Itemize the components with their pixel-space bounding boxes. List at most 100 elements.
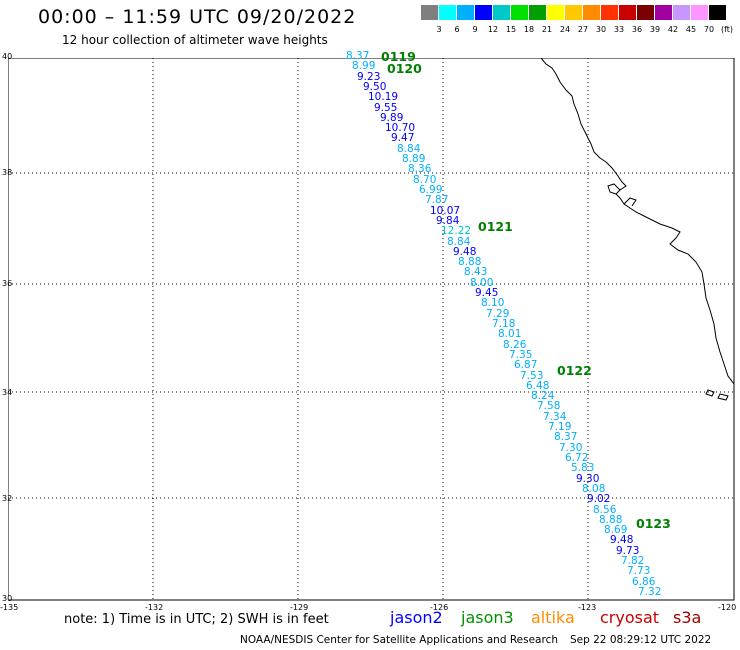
- latitude-label: 32: [2, 494, 13, 503]
- scale-label: (ft): [720, 25, 734, 34]
- longitude-label: -135: [0, 603, 19, 612]
- wave-height-value: 9.48: [610, 534, 634, 546]
- scale-swatch: [709, 5, 726, 20]
- wave-height-value: 8.89: [402, 153, 426, 165]
- scale-swatch: [439, 5, 456, 20]
- scale-label: 33: [613, 25, 625, 34]
- wave-height-value: 8.08: [582, 483, 606, 495]
- wave-height-value: 8.10: [481, 297, 505, 309]
- scale-swatch: [619, 5, 636, 20]
- scale-swatch: [601, 5, 618, 20]
- wave-height-value: 10.19: [368, 91, 399, 103]
- longitude-label: -123: [578, 603, 597, 612]
- wave-height-value: 8.00: [470, 277, 494, 289]
- wave-height-value: 12.22: [441, 225, 472, 237]
- graticule: [8, 58, 734, 600]
- wave-height-value: 9.73: [616, 545, 640, 557]
- wave-height-value: 8.37: [346, 50, 370, 62]
- scale-swatch: [457, 5, 474, 20]
- wave-height-value: 8.69: [604, 524, 628, 536]
- wave-height-value: 7.32: [638, 586, 662, 598]
- scale-label: 15: [505, 25, 517, 34]
- wave-height-value: 6.72: [565, 452, 589, 464]
- wave-height-value: 7.73: [627, 565, 651, 577]
- wave-height-value: 8.99: [352, 60, 376, 72]
- scale-swatch: [529, 5, 546, 20]
- wave-height-value: 8.26: [503, 339, 527, 351]
- wave-height-value: 7.19: [548, 421, 572, 433]
- wave-height-value: 8.36: [408, 163, 432, 175]
- latitude-label: 36: [2, 279, 13, 288]
- longitude-label: -126: [430, 603, 449, 612]
- wave-height-value: 8.88: [599, 514, 623, 526]
- wave-height-value: 7.35: [509, 349, 533, 361]
- scale-label: 45: [685, 25, 697, 34]
- scale-label: 9: [472, 25, 478, 34]
- wave-height-value: 7.87: [425, 194, 449, 206]
- scale-label: 12: [487, 25, 499, 34]
- wave-height-value: 7.53: [520, 370, 544, 382]
- scale-swatch: [691, 5, 708, 20]
- wave-height-value: 9.02: [587, 493, 611, 505]
- scale-swatch: [475, 5, 492, 20]
- scale-label: 21: [541, 25, 553, 34]
- scale-label: 70: [703, 25, 715, 34]
- wave-height-value: 9.23: [357, 71, 381, 83]
- wave-height-value: 7.18: [492, 318, 516, 330]
- scale-label: 18: [523, 25, 535, 34]
- scale-swatch: [673, 5, 690, 20]
- satellite-name: jason2: [390, 608, 443, 627]
- map-area: [8, 58, 735, 601]
- scale-swatch: [547, 5, 564, 20]
- scale-swatch: [583, 5, 600, 20]
- wave-height-value: 8.88: [458, 256, 482, 268]
- longitude-label: -129: [290, 603, 309, 612]
- wave-height-value: 8.37: [554, 431, 578, 443]
- wave-height-value: 9.45: [475, 287, 499, 299]
- wave-height-value: 9.55: [374, 102, 398, 114]
- pass-number-label: 0123: [636, 516, 671, 531]
- pass-number-label: 0121: [478, 219, 513, 234]
- satellite-name: jason3: [461, 608, 514, 627]
- scale-swatch: [421, 5, 438, 20]
- latitude-label: 34: [2, 388, 13, 397]
- map-subtitle: 12 hour collection of altimeter wave hei…: [62, 33, 328, 47]
- pass-number-label: 0119: [381, 49, 416, 64]
- wave-height-value: 6.87: [514, 359, 538, 371]
- pass-number-label: 0122: [557, 363, 592, 378]
- satellite-name: cryosat: [600, 608, 660, 627]
- wave-height-value: 8.56: [593, 504, 617, 516]
- wave-height-value: 6.48: [526, 380, 550, 392]
- wave-height-value: 9.30: [576, 473, 600, 485]
- satellite-name: s3a: [673, 608, 702, 627]
- generation-timestamp: Sep 22 08:29:12 UTC 2022: [570, 634, 712, 646]
- wave-height-value: 10.70: [385, 122, 416, 134]
- latitude-label: 40: [2, 52, 13, 61]
- map-frame: [8, 58, 735, 601]
- satellite-name: altika: [531, 608, 575, 627]
- wave-height-value: 9.47: [391, 132, 415, 144]
- wave-height-value: 9.84: [436, 215, 460, 227]
- wave-height-value: 7.34: [543, 411, 567, 423]
- wave-height-value: 7.30: [559, 442, 583, 454]
- scale-label: 30: [595, 25, 607, 34]
- scale-swatch: [565, 5, 582, 20]
- wave-height-value: 7.82: [621, 555, 645, 567]
- longitude-label: -132: [145, 603, 164, 612]
- scale-label: 27: [577, 25, 589, 34]
- longitude-label: -120: [718, 603, 737, 612]
- wave-height-value: 7.58: [537, 400, 561, 412]
- scale-label: 24: [559, 25, 571, 34]
- scale-label: 6: [454, 25, 460, 34]
- units-note: note: 1) Time is in UTC; 2) SWH is in fe…: [64, 612, 329, 627]
- wave-height-value: 7.29: [486, 308, 510, 320]
- scale-label: 42: [667, 25, 679, 34]
- credit-text: NOAA/NESDIS Center for Satellite Applica…: [240, 634, 558, 646]
- wave-height-value: 8.43: [464, 266, 488, 278]
- wave-height-value: 5.83: [571, 462, 595, 474]
- pass-number-label: 0120: [387, 61, 422, 76]
- latitude-label: 38: [2, 168, 13, 177]
- scale-swatch: [655, 5, 672, 20]
- latitude-label: 30: [2, 594, 13, 603]
- scale-label: 39: [649, 25, 661, 34]
